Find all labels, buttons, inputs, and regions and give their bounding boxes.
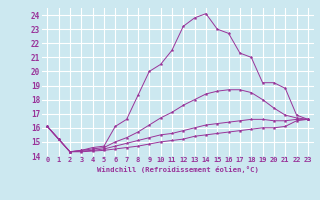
X-axis label: Windchill (Refroidissement éolien,°C): Windchill (Refroidissement éolien,°C) [97, 166, 259, 173]
